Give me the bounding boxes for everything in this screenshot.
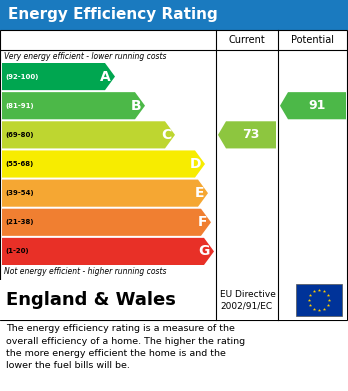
Text: England & Wales: England & Wales	[6, 291, 176, 309]
Text: Very energy efficient - lower running costs: Very energy efficient - lower running co…	[4, 52, 166, 61]
Text: (39-54): (39-54)	[5, 190, 34, 196]
Text: 91: 91	[308, 99, 326, 112]
Polygon shape	[2, 151, 205, 178]
Text: Potential: Potential	[292, 35, 334, 45]
Polygon shape	[2, 238, 214, 265]
Bar	[0, 0, 348, 30]
Polygon shape	[2, 63, 115, 90]
Text: Energy Efficiency Rating: Energy Efficiency Rating	[8, 7, 218, 23]
Text: EU Directive
2002/91/EC: EU Directive 2002/91/EC	[220, 290, 276, 310]
Polygon shape	[218, 121, 276, 149]
Text: Current: Current	[229, 35, 266, 45]
Text: The energy efficiency rating is a measure of the
overall efficiency of a home. T: The energy efficiency rating is a measur…	[6, 324, 245, 371]
Text: F: F	[198, 215, 207, 229]
Text: D: D	[190, 157, 201, 171]
Text: Not energy efficient - higher running costs: Not energy efficient - higher running co…	[4, 267, 166, 276]
Text: (55-68): (55-68)	[5, 161, 33, 167]
Text: A: A	[100, 70, 111, 84]
Polygon shape	[280, 92, 346, 119]
Text: (21-38): (21-38)	[5, 219, 33, 225]
Text: B: B	[130, 99, 141, 113]
Polygon shape	[2, 92, 145, 119]
Text: G: G	[199, 244, 210, 258]
Text: (92-100): (92-100)	[5, 74, 38, 80]
Bar	[0, 280, 347, 320]
Polygon shape	[2, 121, 175, 149]
Text: (81-91): (81-91)	[5, 103, 34, 109]
Polygon shape	[2, 179, 208, 207]
Bar	[0, 30, 347, 320]
Text: 73: 73	[242, 128, 260, 142]
Polygon shape	[2, 209, 211, 236]
Bar	[296, 284, 342, 316]
Text: (1-20): (1-20)	[5, 248, 29, 255]
Text: (69-80): (69-80)	[5, 132, 33, 138]
Text: E: E	[195, 186, 204, 200]
Text: C: C	[161, 128, 171, 142]
